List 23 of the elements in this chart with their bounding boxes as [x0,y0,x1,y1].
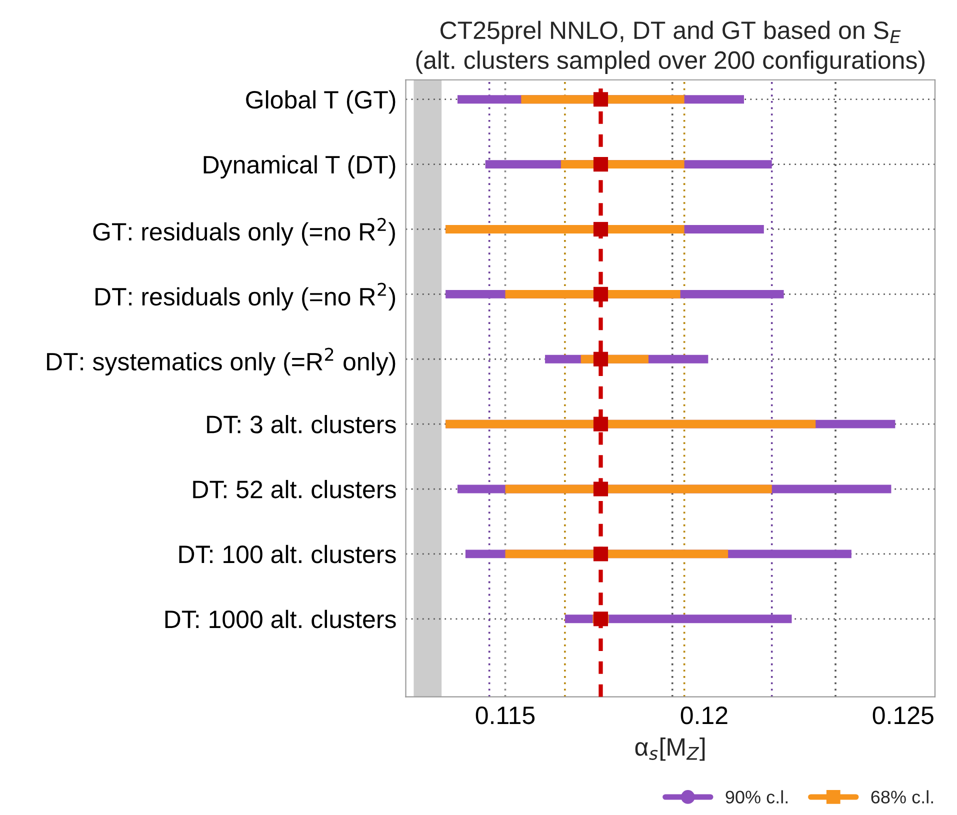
y-tick-label: GT: residuals only (=no R$^{2}$) [93,218,395,246]
bar [521,95,684,104]
y-tick-label: Global T (GT) [246,90,396,114]
x-axis-title: α$_{s}$[M$_{Z}$] [635,737,705,761]
x-tick-label: 0.115 [476,706,535,724]
y-tick-label: DT: 52 alt. clusters [193,480,396,498]
bar [446,420,816,428]
bar [446,225,684,234]
bar [564,614,792,624]
legend-label: 68% c.l. [871,790,933,804]
bar [505,550,728,558]
bar [505,290,680,298]
y-tick-label: Dynamical T (DT) [204,155,396,179]
y-tick-label: DT: 100 alt. clusters [179,544,396,564]
x-tick-label: 0.12 [680,706,728,724]
legend-label: 90% c.l. [726,790,788,804]
chart-title: CT25prel NNLO, DT and GT based on S$_{E}$ (alt. clusters sampled over 200 configurations) [416,20,925,74]
x-tick-label: 0.125 [872,706,934,724]
y-tick-label: DT: 1000 alt. clusters [165,610,396,628]
y-tick-label: DT: 3 alt. clusters [207,415,396,434]
bar [505,484,772,494]
y-tick-label: DT: residuals only (=no R$^{2}$) [96,282,396,311]
y-tick-label: DT: systematics only (=R$^{2}$ only) [47,348,396,376]
